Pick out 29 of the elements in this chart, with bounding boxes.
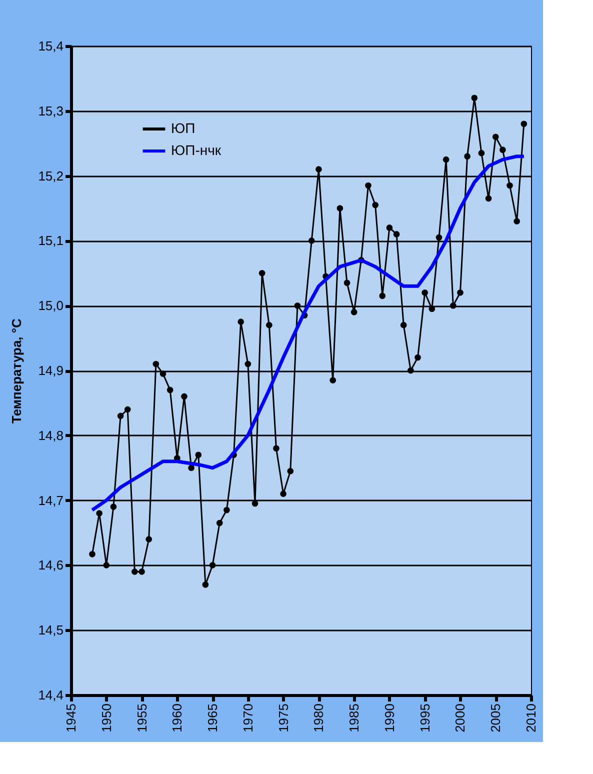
x-tick-label: 1970: [240, 704, 256, 732]
x-tick-label: 1995: [417, 704, 432, 732]
y-tick-label: 15,4: [38, 38, 64, 54]
x-tick-label: 2000: [452, 704, 468, 732]
x-tick-label: 1945: [64, 704, 78, 732]
y-tick-label: 14,4: [38, 688, 64, 702]
x-tick-label: 1955: [134, 704, 150, 732]
y-tick-label: 15,0: [38, 298, 64, 314]
x-tick-label: 1965: [205, 704, 220, 732]
y-tick-label: 15,3: [38, 103, 64, 118]
y-tick-label: 14,6: [38, 558, 64, 573]
x-tick-label: 1980: [311, 704, 326, 732]
y-axis-title: Температура, °С: [9, 318, 24, 424]
line-series: [90, 154, 526, 512]
x-tick-label: 1950: [98, 704, 114, 732]
y-tick-label: 15,1: [38, 233, 64, 248]
legend-label: ЮП: [171, 120, 196, 136]
y-tick-label: 14,5: [38, 622, 64, 638]
y-tick-label: 14,9: [38, 363, 64, 378]
x-tick-label: 2010: [524, 704, 538, 732]
y-tick-label: 14,7: [38, 492, 64, 508]
y-tick-label: 15,2: [38, 168, 64, 184]
x-tick-label: 2005: [488, 704, 504, 732]
legend-label: ЮП-нчк: [171, 142, 222, 158]
x-tick-label: 1985: [346, 704, 362, 732]
x-tick-label: 1960: [170, 704, 185, 732]
y-tick-label: 14,8: [38, 428, 64, 443]
x-tick-label: 1990: [382, 704, 397, 732]
x-tick-label: 1975: [276, 704, 291, 732]
